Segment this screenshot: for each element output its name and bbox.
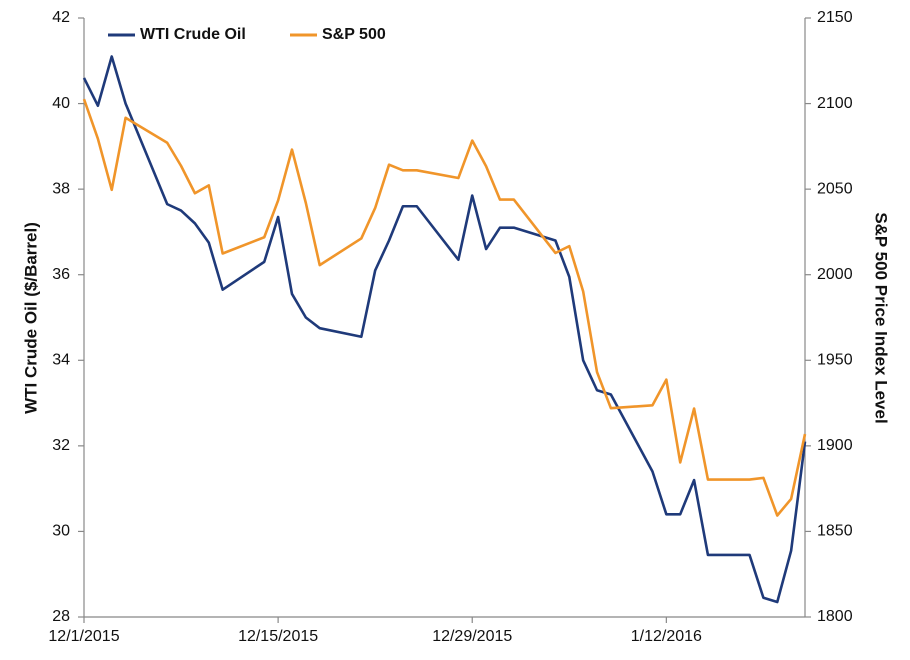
y2-tick-label: 2000: [817, 266, 853, 283]
y-tick-label: 36: [52, 266, 70, 283]
y2-tick-label: 2050: [817, 180, 853, 197]
y2-tick-label: 1950: [817, 352, 853, 369]
y2-tick-label: 1800: [817, 608, 853, 625]
y2-tick-label: 1850: [817, 523, 853, 540]
y-tick-label: 30: [52, 523, 70, 540]
y-tick-label: 38: [52, 180, 70, 197]
y2-tick-label: 2100: [817, 95, 853, 112]
data-line: [82, 55, 807, 604]
legend-label: S&P 500: [322, 26, 386, 43]
y-tick-label: 42: [52, 9, 70, 26]
legend-label: WTI Crude Oil: [140, 26, 246, 43]
data-line: [82, 98, 807, 517]
y-tick-label: 28: [52, 608, 70, 625]
y-tick-label: 32: [52, 437, 70, 454]
y2-tick-label: 2150: [817, 9, 853, 26]
y-axis-title: WTI Crude Oil ($/Barrel): [21, 222, 40, 414]
y2-axis-title: S&P 500 Price Index Level: [872, 212, 891, 423]
y-tick-label: 34: [52, 352, 70, 369]
x-tick-label: 12/15/2015: [238, 628, 318, 645]
x-tick-label: 1/12/2016: [631, 628, 702, 645]
x-tick-label: 12/1/2015: [48, 628, 119, 645]
x-tick-label: 12/29/2015: [432, 628, 512, 645]
y-tick-label: 40: [52, 95, 70, 112]
y2-tick-label: 1900: [817, 437, 853, 454]
